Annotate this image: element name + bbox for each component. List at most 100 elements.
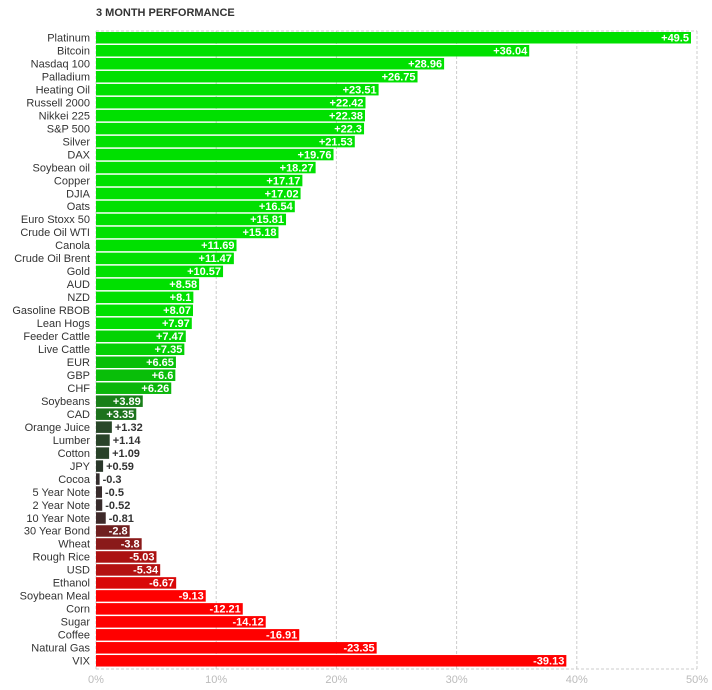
- bar: [96, 369, 176, 381]
- category-label: Nikkei 225: [39, 110, 90, 122]
- category-label: Ethanol: [53, 578, 90, 590]
- category-label: Orange Juice: [25, 422, 90, 434]
- category-label: Russell 2000: [26, 97, 90, 109]
- bar: [96, 460, 104, 472]
- value-label: -14.12: [233, 617, 264, 629]
- bar: [96, 655, 567, 667]
- bar: [96, 148, 334, 161]
- value-label: -5.34: [133, 565, 159, 577]
- category-label: CAD: [67, 409, 90, 421]
- chart-title: 3 MONTH PERFORMANCE: [96, 7, 235, 19]
- value-label: +3.89: [113, 396, 141, 408]
- value-label: -39.13: [533, 656, 564, 668]
- bar: [96, 421, 112, 433]
- category-label: Crude Oil Brent: [14, 253, 90, 265]
- bar: [96, 447, 110, 459]
- bar: [96, 213, 287, 226]
- x-tick-label: 30%: [446, 674, 468, 686]
- category-label: Soybean Meal: [20, 591, 90, 603]
- category-label: USD: [67, 565, 90, 577]
- bar: [96, 226, 279, 239]
- category-label: GBP: [67, 370, 90, 382]
- value-label: -0.52: [105, 500, 130, 512]
- bar: [96, 135, 355, 148]
- value-label: -9.13: [179, 591, 204, 603]
- value-label: +6.6: [152, 370, 174, 382]
- value-label: +3.35: [106, 409, 134, 421]
- category-label: Silver: [62, 136, 90, 148]
- bar: [96, 239, 237, 252]
- category-label: Live Cattle: [38, 344, 90, 356]
- category-label: Copper: [54, 175, 90, 187]
- category-label: Wheat: [58, 539, 90, 551]
- bar: [96, 252, 234, 265]
- value-label: +22.3: [334, 123, 362, 135]
- bar: [96, 434, 110, 446]
- bar: [96, 564, 161, 576]
- category-label: Corn: [66, 604, 90, 616]
- value-label: +11.69: [201, 240, 234, 252]
- category-label: Bitcoin: [57, 45, 90, 57]
- bar: [96, 265, 224, 278]
- value-label: +1.32: [115, 422, 143, 434]
- bar: [96, 174, 303, 187]
- bar: [96, 551, 157, 563]
- category-label: Lumber: [53, 435, 91, 447]
- bar: [96, 330, 186, 343]
- category-label: Rough Rice: [33, 552, 90, 564]
- category-label: VIX: [72, 656, 90, 668]
- category-label: Sugar: [61, 617, 91, 629]
- category-label: DAX: [67, 149, 90, 161]
- value-label: +6.26: [141, 383, 169, 395]
- value-label: +1.09: [112, 448, 140, 460]
- value-label: -12.21: [210, 604, 241, 616]
- category-label: Euro Stoxx 50: [21, 214, 90, 226]
- bar: [96, 122, 365, 135]
- bar: [96, 512, 106, 524]
- bar: [96, 629, 300, 641]
- value-label: +11.47: [199, 253, 232, 265]
- bar: [96, 32, 691, 44]
- value-label: -0.5: [105, 487, 124, 499]
- category-label: AUD: [67, 279, 90, 291]
- bar: [96, 577, 177, 589]
- value-label: +10.57: [187, 266, 221, 278]
- value-label: +8.07: [163, 305, 191, 317]
- bar: [96, 603, 243, 615]
- x-tick-label: 40%: [566, 674, 588, 686]
- bar: [96, 382, 172, 394]
- value-label: +8.1: [170, 292, 192, 304]
- bar: [96, 642, 377, 654]
- category-label: Palladium: [42, 71, 90, 83]
- category-label: 2 Year Note: [33, 500, 91, 512]
- bar: [96, 486, 103, 498]
- value-label: +28.96: [408, 58, 442, 70]
- x-tick-label: 50%: [686, 674, 708, 686]
- category-label: Gasoline RBOB: [12, 305, 90, 317]
- bar: [96, 343, 185, 356]
- bar: [96, 616, 266, 628]
- value-label: -5.03: [129, 552, 154, 564]
- value-label: -23.35: [343, 643, 374, 655]
- value-label: -0.81: [109, 513, 134, 525]
- value-label: +21.53: [319, 136, 353, 148]
- bar: [96, 356, 176, 368]
- value-label: +22.42: [330, 97, 364, 109]
- value-label: +7.35: [155, 344, 183, 356]
- category-label: Nasdaq 100: [31, 58, 90, 70]
- value-label: -6.67: [149, 578, 174, 590]
- category-label: EUR: [67, 357, 90, 369]
- category-label: Natural Gas: [31, 643, 90, 655]
- value-label: -2.8: [109, 526, 128, 538]
- category-label: Coffee: [58, 630, 90, 642]
- category-label: S&P 500: [47, 123, 90, 135]
- value-label: +15.81: [250, 214, 284, 226]
- bar: [96, 44, 530, 57]
- bar: [96, 291, 194, 304]
- bar: [96, 109, 366, 122]
- bar: [96, 499, 103, 511]
- value-label: +49.5: [661, 33, 689, 45]
- category-label: 5 Year Note: [33, 487, 91, 499]
- category-label: 10 Year Note: [26, 513, 90, 525]
- value-label: +17.17: [266, 175, 300, 187]
